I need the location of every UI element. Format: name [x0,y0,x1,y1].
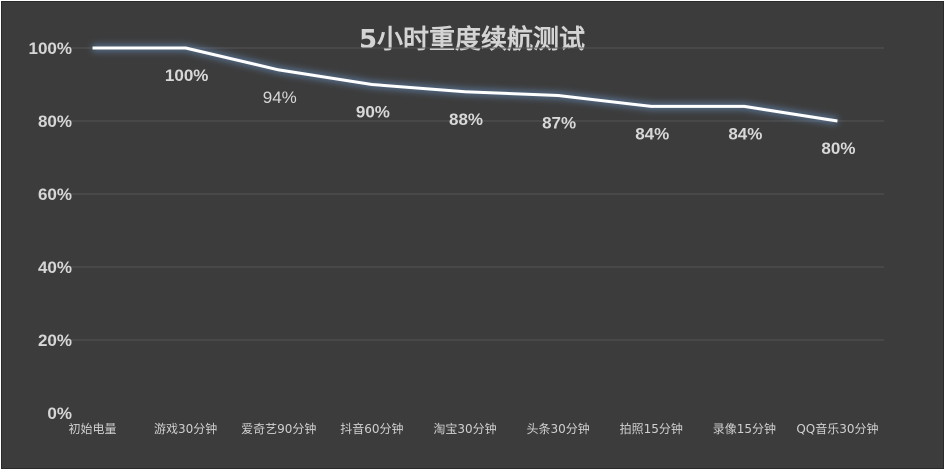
data-labels: 100% 94% 90% 88% 87% 84% 84% 80% [165,66,856,158]
series-line [92,46,838,123]
x-tick-label: QQ音乐30分钟 [796,421,878,436]
x-tick-label: 游戏30分钟 [154,421,217,436]
series-line-group [92,44,838,125]
x-axis-ticks: 初始电量 游戏30分钟 爱奇艺90分钟 抖音60分钟 淘宝30分钟 头条30分钟 拍照15分… [69,421,879,436]
data-label: 88% [449,110,483,129]
y-tick-label: 100% [29,39,72,58]
data-label: 94% [263,88,297,107]
data-label: 90% [356,103,390,122]
x-tick-label: 头条30分钟 [526,421,589,436]
y-tick-label: 20% [38,331,72,350]
y-tick-label: 0% [47,404,72,423]
x-tick-label: 拍照15分钟 [620,421,683,436]
x-tick-label: 爱奇艺90分钟 [241,421,316,436]
data-label: 84% [728,124,762,143]
x-tick-label: 录像15分钟 [713,421,776,436]
x-tick-label: 抖音60分钟 [340,421,403,436]
y-axis-ticks: 0% 20% 40% 60% 80% 100% [29,39,72,423]
y-tick-label: 80% [38,112,72,131]
data-label: 100% [165,66,208,85]
y-tick-label: 60% [38,185,72,204]
chart-title: 5小时重度续航测试 [359,24,585,55]
data-label: 80% [821,139,855,158]
data-label: 87% [542,113,576,132]
y-tick-label: 40% [38,258,72,277]
data-label: 84% [635,124,669,143]
x-tick-label: 初始电量 [69,422,117,436]
x-tick-label: 淘宝30分钟 [433,421,496,436]
